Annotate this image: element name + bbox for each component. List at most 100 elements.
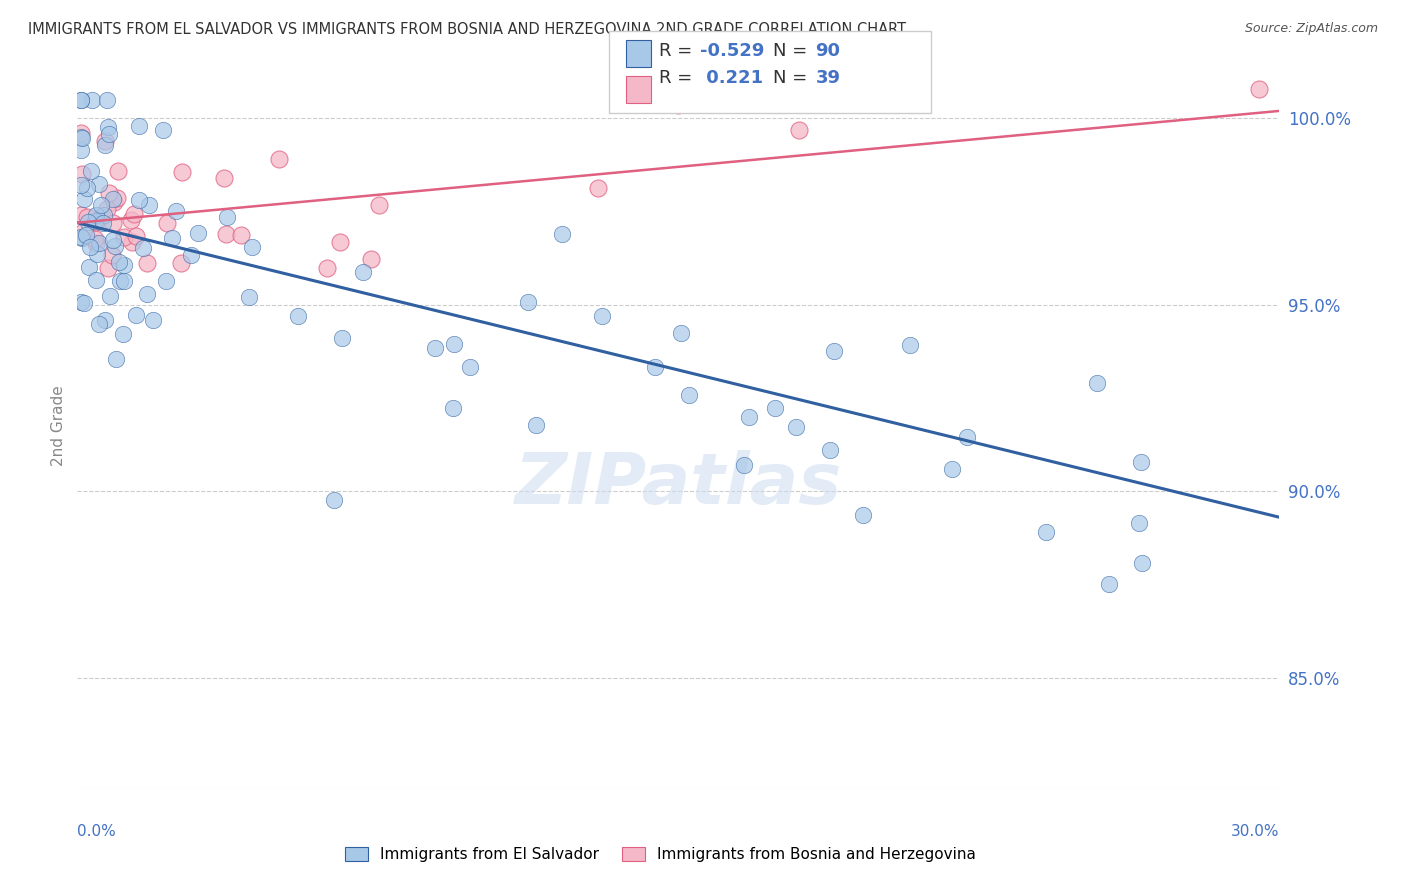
Point <box>97 120 120 134</box>
Point <box>105 191 128 205</box>
Text: -0.529: -0.529 <box>700 42 765 60</box>
Point <box>187 226 209 240</box>
Point <box>70 131 93 145</box>
Point <box>443 337 465 351</box>
Text: ZIPatlas: ZIPatlas <box>515 450 842 518</box>
Point <box>96 93 118 107</box>
Point <box>823 344 845 359</box>
Text: N =: N = <box>773 42 813 60</box>
Point <box>70 126 93 140</box>
Point <box>104 239 127 253</box>
Point <box>75 227 97 242</box>
Point <box>238 290 260 304</box>
Point <box>108 255 131 269</box>
Point <box>108 274 131 288</box>
Point <box>84 232 107 246</box>
Point <box>132 241 155 255</box>
Point <box>97 186 120 200</box>
Point <box>70 230 93 244</box>
Text: 90: 90 <box>815 42 841 60</box>
Point <box>70 143 93 157</box>
Point <box>84 214 107 228</box>
Point <box>112 229 135 244</box>
Point <box>170 165 193 179</box>
Text: 0.0%: 0.0% <box>77 824 117 838</box>
Point <box>360 252 382 266</box>
Point <box>1098 577 1121 591</box>
Text: 0.221: 0.221 <box>700 69 763 87</box>
Point <box>322 492 344 507</box>
Point <box>332 331 354 345</box>
Point <box>98 289 121 303</box>
Point <box>103 217 125 231</box>
Point <box>104 352 127 367</box>
Point <box>89 177 111 191</box>
Point <box>212 170 235 185</box>
Point <box>97 127 120 141</box>
Point <box>267 152 290 166</box>
Text: R =: R = <box>659 69 699 87</box>
Point <box>73 295 96 310</box>
Point <box>588 180 610 194</box>
Point <box>121 235 143 249</box>
Point <box>76 210 98 224</box>
Point <box>79 240 101 254</box>
Point <box>1128 516 1150 530</box>
Point <box>591 309 613 323</box>
Point <box>84 273 107 287</box>
Point <box>101 192 124 206</box>
Point <box>97 261 120 276</box>
Point <box>516 294 538 309</box>
Point <box>425 341 447 355</box>
Point <box>135 287 157 301</box>
Point <box>229 227 252 242</box>
Point <box>70 93 93 107</box>
Point <box>107 164 129 178</box>
Point <box>93 209 115 223</box>
Text: IMMIGRANTS FROM EL SALVADOR VS IMMIGRANTS FROM BOSNIA AND HERZEGOVINA 2ND GRADE : IMMIGRANTS FROM EL SALVADOR VS IMMIGRANT… <box>28 22 907 37</box>
Point <box>93 138 115 153</box>
Point <box>1129 455 1152 469</box>
Point <box>180 248 202 262</box>
Point <box>101 233 124 247</box>
Legend: Immigrants from El Salvador, Immigrants from Bosnia and Herzegovina: Immigrants from El Salvador, Immigrants … <box>339 841 983 868</box>
Point <box>352 265 374 279</box>
Point <box>851 508 873 523</box>
Point <box>215 227 238 242</box>
Point <box>70 167 93 181</box>
Point <box>125 308 148 322</box>
Y-axis label: 2nd Grade: 2nd Grade <box>51 385 66 467</box>
Point <box>315 260 337 275</box>
Point <box>1249 81 1271 95</box>
Point <box>368 198 391 212</box>
Point <box>125 229 148 244</box>
Point <box>165 204 187 219</box>
Point <box>111 327 134 342</box>
Point <box>128 193 150 207</box>
Point <box>91 209 114 223</box>
Point <box>138 198 160 212</box>
Point <box>763 401 786 416</box>
Point <box>70 129 93 144</box>
Point <box>103 195 125 210</box>
Point <box>441 401 464 416</box>
Point <box>77 215 100 229</box>
Point <box>898 338 921 352</box>
Point <box>83 214 105 228</box>
Point <box>785 420 807 434</box>
Point <box>1130 556 1153 570</box>
Point <box>91 216 114 230</box>
Point <box>94 313 117 327</box>
Point <box>120 212 142 227</box>
Text: Source: ZipAtlas.com: Source: ZipAtlas.com <box>1244 22 1378 36</box>
Point <box>86 247 108 261</box>
Point <box>72 231 94 245</box>
Point <box>524 418 547 433</box>
Text: 30.0%: 30.0% <box>1232 824 1279 838</box>
Point <box>96 202 118 217</box>
Point <box>671 326 693 340</box>
Point <box>644 360 666 375</box>
Point <box>787 122 810 136</box>
Point <box>458 359 481 374</box>
Point <box>678 388 700 402</box>
